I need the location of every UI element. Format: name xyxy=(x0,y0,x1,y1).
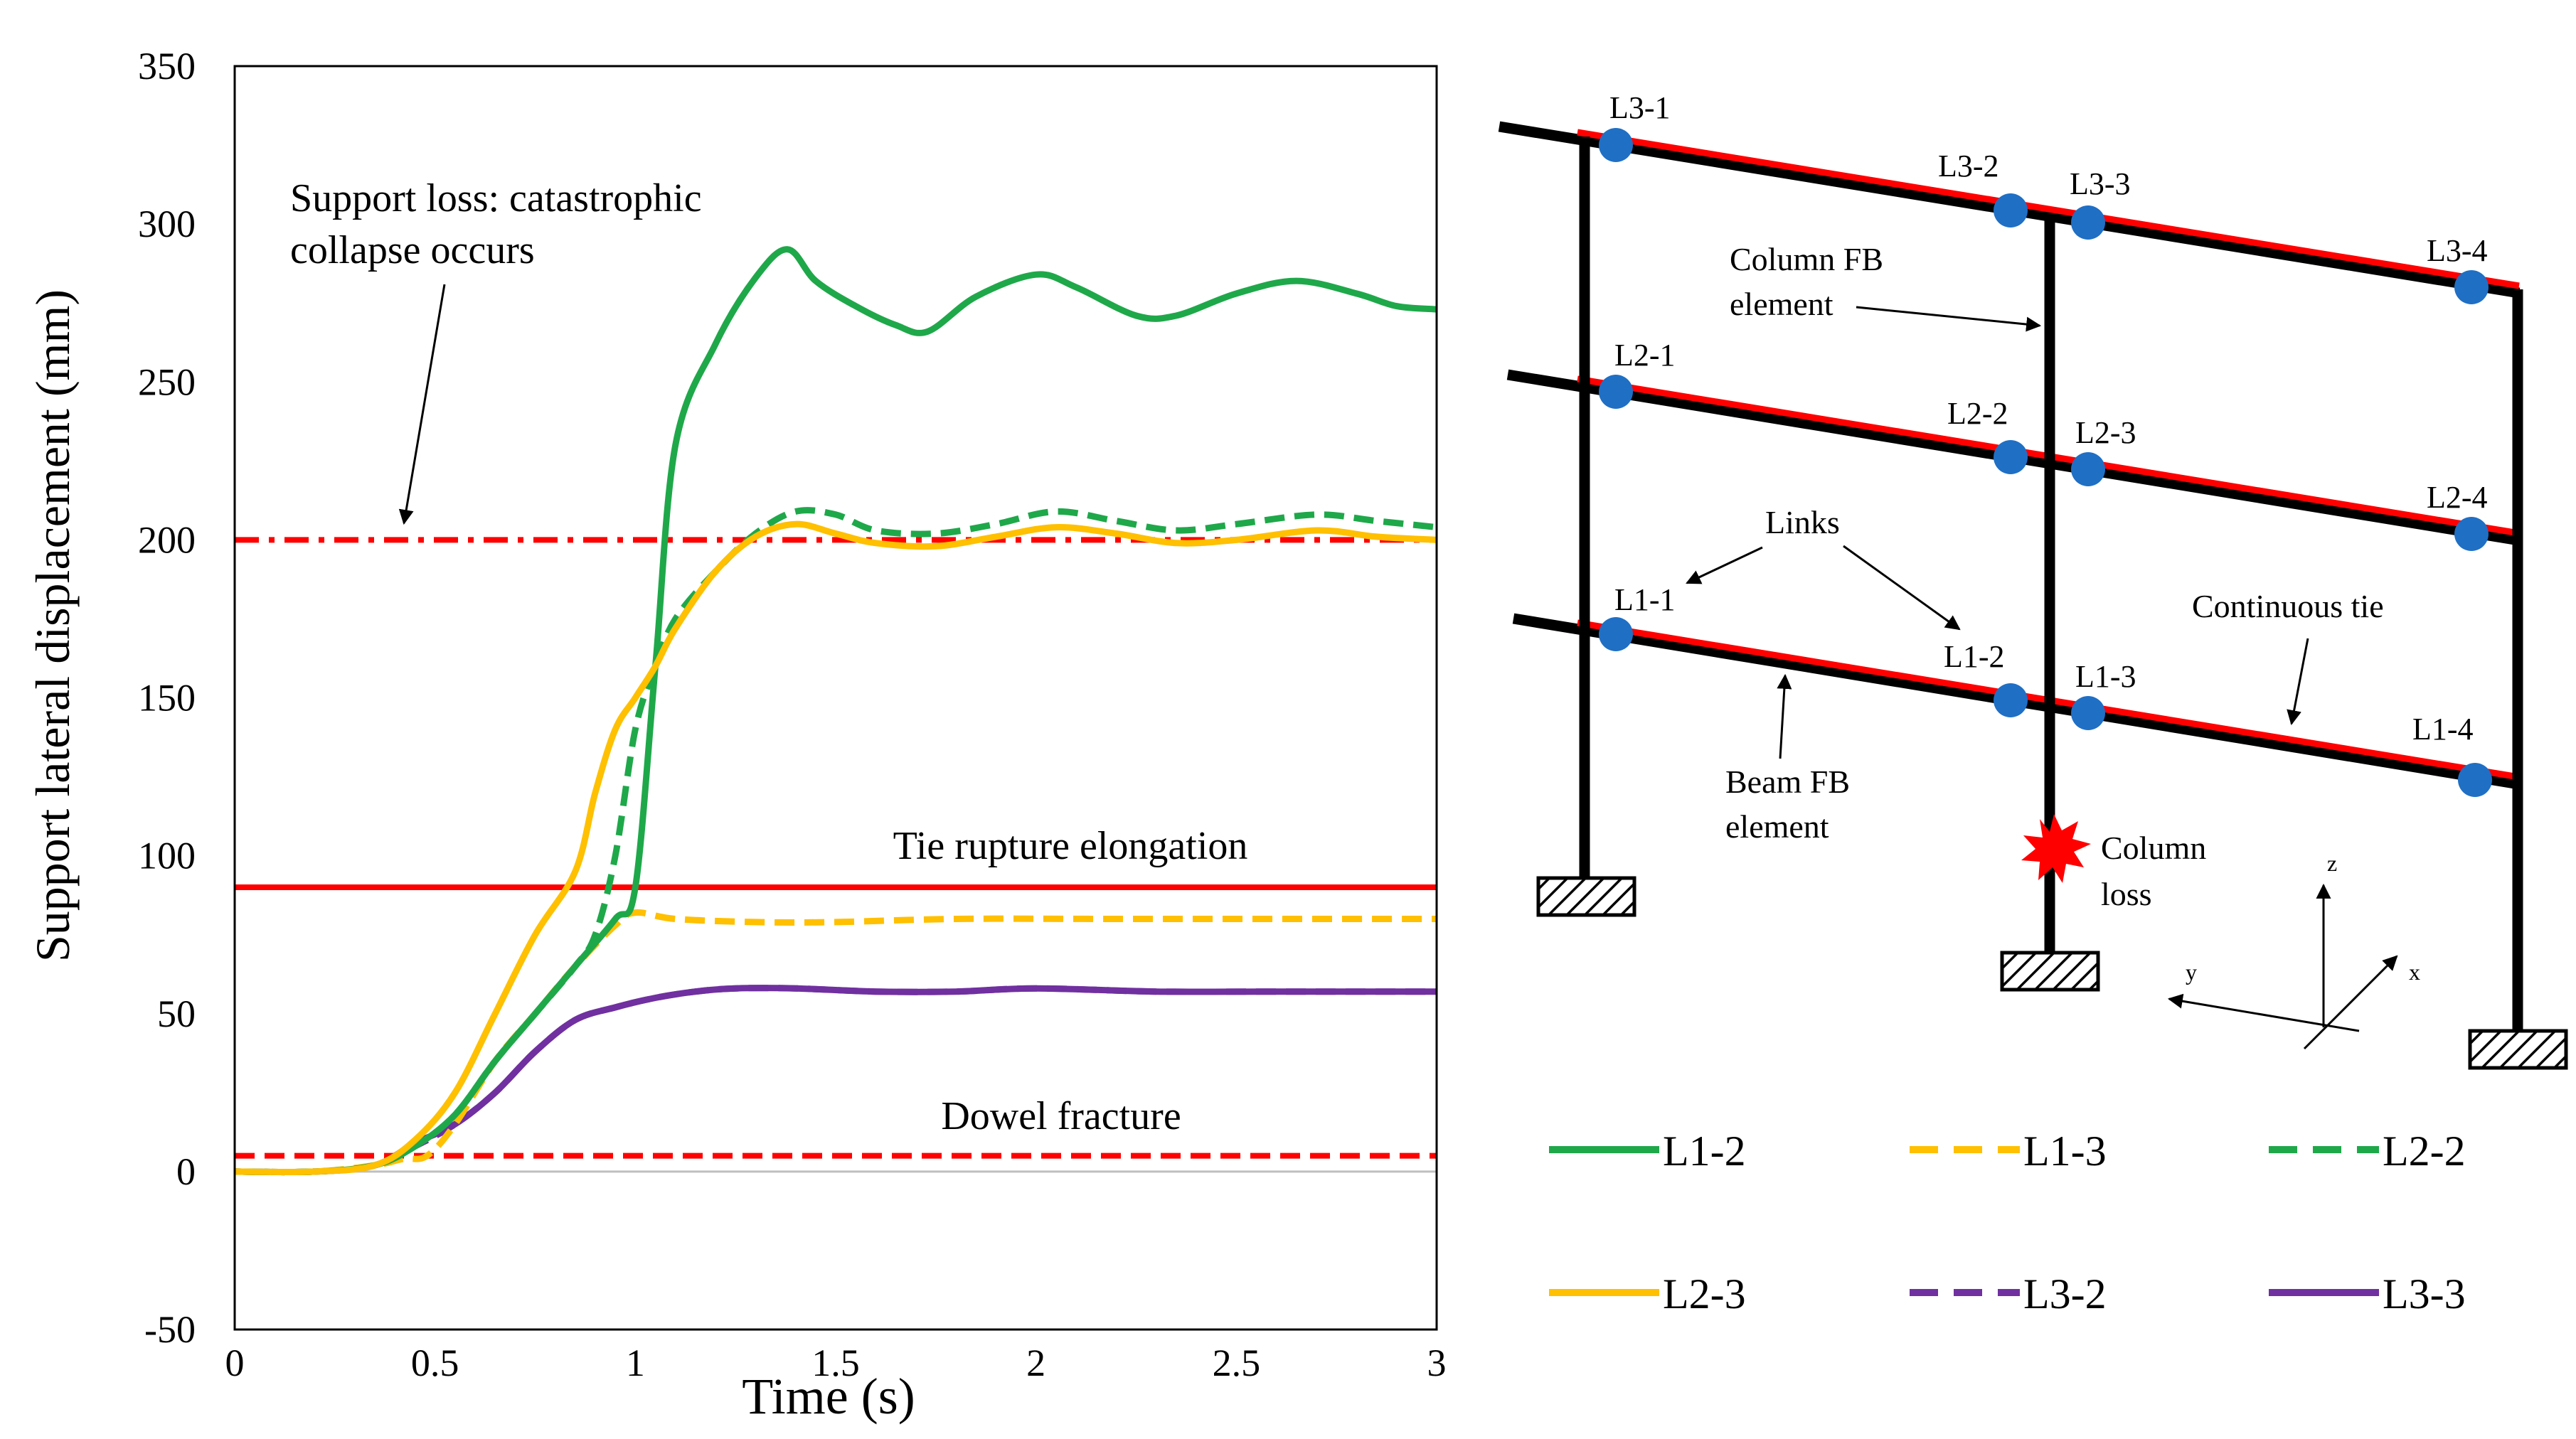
annotation-support-loss-line2: collapse occurs xyxy=(290,228,535,272)
supports xyxy=(1536,876,2568,1070)
coordinate-axes xyxy=(2167,883,2398,1050)
series-line-L1-2 xyxy=(234,246,1437,1176)
column-loss-label-line1: Column xyxy=(2101,830,2206,866)
node-L3-2 xyxy=(1994,193,2028,228)
node-L1-2 xyxy=(1994,683,2028,717)
legend-label-L2-3: L2-3 xyxy=(1663,1271,1746,1317)
reference-lines xyxy=(235,537,1437,1159)
support-right xyxy=(2468,1029,2568,1070)
diagram-annotations: Column FB element Links Continuous tie B… xyxy=(1686,241,2384,912)
support-middle xyxy=(2000,951,2100,992)
annotation-support-loss-arrow xyxy=(398,284,446,525)
node-L2-4 xyxy=(2454,517,2489,551)
node-L2-3 xyxy=(2071,452,2105,486)
node-L2-1 xyxy=(1599,375,1633,409)
column-loss-burst-icon xyxy=(2021,814,2091,883)
x-tick-label: 2 xyxy=(1026,1342,1045,1384)
link-nodes xyxy=(1599,128,2492,797)
y-axis-label: Support lateral displacement (mm) xyxy=(26,289,80,962)
links-arrow-left xyxy=(1686,546,1763,584)
y-tick-label: 200 xyxy=(138,518,196,561)
legend: L1-2 L1-3 L2-2 L2-3 L3-2 L3-3 xyxy=(1549,1128,2466,1317)
annotation-tie-rupture: Tie rupture elongation xyxy=(893,824,1248,868)
series-line-L1-3 xyxy=(234,909,1437,1176)
x-tick-labels: 0 0.5 1 1.5 2 2.5 3 xyxy=(225,1342,1447,1384)
columns xyxy=(1579,137,2523,1031)
y-tick-label: 0 xyxy=(176,1150,196,1193)
axis-x-label: x xyxy=(2409,959,2420,985)
beam-fb-label-line2: element xyxy=(1725,808,1829,845)
y-tick-label: 50 xyxy=(157,993,196,1035)
node-label-L3-4: L3-4 xyxy=(2427,233,2488,268)
node-L2-2 xyxy=(1994,440,2028,474)
support-left xyxy=(1536,876,1636,917)
node-L3-1 xyxy=(1599,128,1633,162)
column-fb-label-line2: element xyxy=(1730,286,1833,322)
y-tick-labels: -50 0 50 100 150 200 250 300 350 xyxy=(138,45,196,1351)
y-tick-label: 100 xyxy=(138,835,196,877)
node-L1-1 xyxy=(1599,617,1633,651)
node-label-L3-2: L3-2 xyxy=(1938,149,1999,183)
node-label-L1-2: L1-2 xyxy=(1944,639,2005,674)
legend-label-L1-3: L1-3 xyxy=(2023,1128,2107,1175)
x-tick-label: 1 xyxy=(626,1342,645,1384)
legend-label-L3-3: L3-3 xyxy=(2383,1271,2466,1317)
node-label-L1-4: L1-4 xyxy=(2412,712,2474,747)
legend-label-L3-2: L3-2 xyxy=(2023,1271,2107,1317)
node-label-L2-1: L2-1 xyxy=(1614,338,1676,373)
links-label: Links xyxy=(1765,504,1840,540)
continuous-tie-arrow xyxy=(2287,638,2309,726)
column-loss-label-line2: loss xyxy=(2101,876,2152,912)
node-L3-4 xyxy=(2454,270,2489,304)
node-label-L3-1: L3-1 xyxy=(1609,90,1671,125)
node-label-L1-1: L1-1 xyxy=(1614,582,1676,617)
axis-z-label: z xyxy=(2327,850,2337,876)
x-tick-label: 3 xyxy=(1427,1342,1447,1384)
column-fb-label-line1: Column FB xyxy=(1730,241,1883,277)
series-line-L2-3 xyxy=(234,520,1437,1176)
legend-label-L2-2: L2-2 xyxy=(2383,1128,2466,1175)
annotation-support-loss-line1: Support loss: catastrophic xyxy=(290,176,702,220)
x-tick-label: 1.5 xyxy=(811,1342,860,1384)
plot-frame xyxy=(233,65,1438,1331)
y-tick-label: -50 xyxy=(144,1308,196,1351)
node-L1-3 xyxy=(2071,696,2105,730)
node-L3-3 xyxy=(2071,205,2105,240)
annotation-dowel-fracture: Dowel fracture xyxy=(941,1094,1181,1138)
y-tick-label: 300 xyxy=(138,203,196,245)
beam-fb-arrow xyxy=(1777,673,1792,759)
column-fb-arrow xyxy=(1856,306,2042,332)
continuous-tie-label: Continuous tie xyxy=(2192,588,2384,624)
series-line-L2-2 xyxy=(234,507,1437,1176)
tie-level-3 xyxy=(1577,129,2520,289)
node-L1-4 xyxy=(2458,763,2492,797)
x-tick-label: 0.5 xyxy=(411,1342,459,1384)
node-label-L3-3: L3-3 xyxy=(2070,166,2131,201)
displacement-chart: 0 0.5 1 1.5 2 2.5 3 -50 0 50 100 150 200 250 300 350 S… xyxy=(26,45,1447,1425)
y-tick-label: 350 xyxy=(138,45,196,87)
axis-y-arrow xyxy=(2167,993,2360,1032)
node-label-L2-3: L2-3 xyxy=(2075,415,2136,450)
node-label-L2-4: L2-4 xyxy=(2427,480,2488,515)
x-tick-label: 2.5 xyxy=(1213,1342,1261,1384)
node-label-L2-2: L2-2 xyxy=(1947,396,2008,431)
node-label-L1-3: L1-3 xyxy=(2075,659,2136,694)
axis-x-arrow xyxy=(2303,955,2398,1050)
beam-fb-label-line1: Beam FB xyxy=(1725,764,1850,800)
series-lines xyxy=(234,246,1437,1176)
axis-y-label: y xyxy=(2186,959,2197,985)
frame-diagram: L3-1 L3-2 L3-3 L3-4 L2-1 L2-2 L2-3 L2-4 … xyxy=(1498,90,2568,1070)
y-tick-label: 150 xyxy=(138,677,196,720)
node-labels: L3-1 L3-2 L3-3 L3-4 L2-1 L2-2 L2-3 L2-4 … xyxy=(1609,90,2488,747)
x-axis-label: Time (s) xyxy=(742,1368,915,1425)
legend-label-L1-2: L1-2 xyxy=(1663,1128,1746,1175)
y-tick-label: 250 xyxy=(138,360,196,403)
x-tick-label: 0 xyxy=(225,1342,245,1384)
links-arrow-right xyxy=(1843,545,1961,631)
